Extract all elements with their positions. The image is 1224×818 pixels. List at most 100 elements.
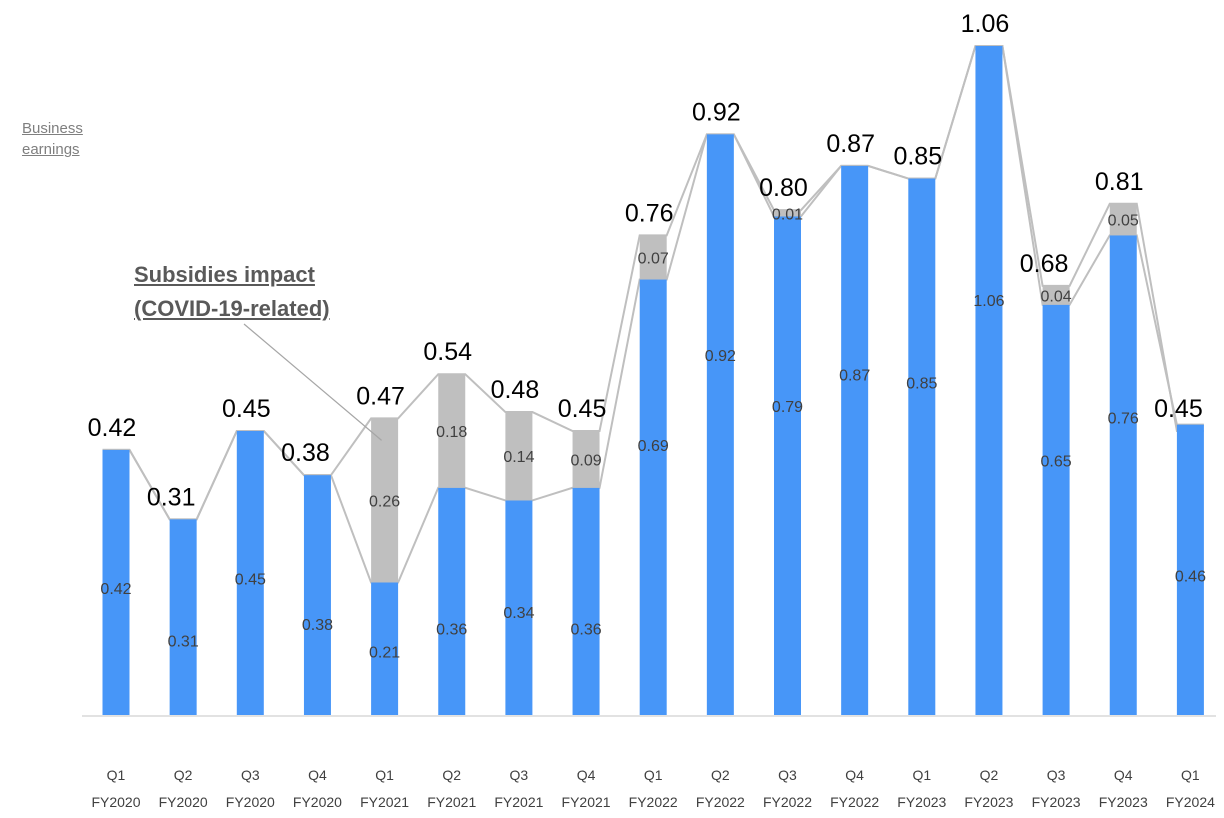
bar-business-2	[236, 430, 264, 715]
total-label-6: 0.48	[491, 376, 540, 404]
value-label-business-16: 0.46	[1175, 569, 1206, 586]
x-tick-quarter-12: Q1	[912, 767, 931, 783]
x-tick-year-6: FY2021	[494, 794, 543, 810]
bar-business-5	[438, 487, 466, 715]
x-tick-quarter-6: Q3	[510, 767, 529, 783]
value-label-subsidy-8: 0.07	[638, 250, 669, 267]
bar-subsidy-10	[774, 210, 801, 217]
total-label-8: 0.76	[625, 199, 674, 227]
value-label-subsidy-7: 0.09	[570, 452, 601, 469]
x-tick-quarter-2: Q3	[241, 767, 260, 783]
value-label-business-5: 0.36	[436, 622, 467, 639]
value-label-subsidy-6: 0.14	[503, 449, 534, 466]
bar-subsidy-7	[572, 430, 600, 488]
total-label-7: 0.45	[558, 395, 607, 423]
bar-business-10	[774, 216, 801, 716]
x-tick-year-8: FY2022	[629, 794, 678, 810]
x-tick-quarter-4: Q1	[375, 767, 394, 783]
value-label-subsidy-5: 0.18	[436, 424, 467, 441]
x-tick-quarter-7: Q4	[577, 767, 596, 783]
x-tick-year-14: FY2023	[1032, 794, 1081, 810]
bar-business-16	[1176, 424, 1204, 715]
bar-subsidy-6	[505, 412, 533, 501]
value-label-subsidy-15: 0.05	[1108, 213, 1139, 230]
total-label-12: 0.85	[893, 143, 942, 171]
bar-business-12	[908, 178, 936, 716]
total-label-14: 0.68	[1020, 250, 1069, 278]
value-label-business-15: 0.76	[1108, 411, 1139, 428]
bar-subsidy-8	[639, 235, 667, 280]
x-tick-quarter-1: Q2	[174, 767, 193, 783]
bar-business-15	[1109, 235, 1137, 715]
x-tick-year-5: FY2021	[427, 794, 476, 810]
bar-subsidy-4	[371, 418, 399, 583]
total-label-5: 0.54	[423, 338, 472, 366]
x-tick-year-11: FY2022	[830, 794, 879, 810]
bar-subsidy-5	[438, 374, 466, 488]
value-label-business-6: 0.34	[503, 605, 534, 622]
x-tick-quarter-8: Q1	[644, 767, 663, 783]
x-tick-year-2: FY2020	[226, 794, 275, 810]
total-label-9: 0.92	[692, 98, 741, 126]
value-label-business-14: 0.65	[1041, 454, 1072, 471]
value-label-business-12: 0.85	[906, 375, 937, 392]
value-label-business-1: 0.31	[168, 634, 199, 651]
value-label-business-10: 0.79	[772, 399, 803, 416]
bars	[102, 46, 1204, 716]
total-label-1: 0.31	[147, 483, 196, 511]
total-label-0: 0.42	[88, 414, 137, 442]
bar-subsidy-15	[1109, 203, 1137, 236]
x-tick-quarter-0: Q1	[107, 767, 126, 783]
legend-business-earnings: Business earnings	[22, 120, 83, 158]
total-label-10: 0.80	[759, 174, 808, 202]
total-label-13: 1.06	[961, 10, 1010, 38]
bar-business-14	[1042, 304, 1070, 715]
value-label-business-7: 0.36	[570, 622, 601, 639]
x-tick-quarter-14: Q3	[1047, 767, 1066, 783]
x-tick-year-1: FY2020	[159, 794, 208, 810]
value-label-business-11: 0.87	[839, 368, 870, 385]
value-label-business-8: 0.69	[638, 438, 669, 455]
total-label-2: 0.45	[222, 395, 271, 423]
bar-business-4	[371, 582, 399, 715]
bar-business-1	[169, 519, 197, 715]
value-label-business-4: 0.21	[369, 644, 400, 661]
value-label-subsidy-4: 0.26	[369, 493, 400, 510]
total-labels: 0.42 0.31 0.45 0.38 0.47 0.54 0.48 0.45 0.76 0.92…	[88, 10, 1203, 511]
value-labels: 0.42 0.31 0.45 0.38 0.21 0.26 0.36 0.18 0.34 0.14…	[100, 206, 1206, 661]
x-tick-year-10: FY2022	[763, 794, 812, 810]
x-tick-quarter-5: Q2	[442, 767, 461, 783]
bar-subsidy-14	[1042, 285, 1070, 305]
bar-business-7	[572, 487, 600, 715]
bar-business-13	[975, 46, 1003, 715]
x-tick-quarter-3: Q4	[308, 767, 327, 783]
x-tick-year-13: FY2023	[964, 794, 1013, 810]
legend-subsidies-impact: Subsidies impact (COVID-19-related)	[134, 262, 330, 321]
subsidy-leader-line	[243, 323, 382, 441]
total-label-4: 0.47	[356, 382, 405, 410]
value-label-business-9: 0.92	[705, 348, 736, 365]
x-tick-year-16: FY2024	[1166, 794, 1215, 810]
x-tick-year-12: FY2023	[897, 794, 946, 810]
x-tick-labels: Q1 FY2020 Q2 FY2020 Q3 FY2020 Q4 FY2020 Q1 FY2021…	[91, 767, 1215, 810]
x-tick-quarter-9: Q2	[711, 767, 730, 783]
bar-business-8	[639, 279, 667, 715]
bar-business-0	[102, 449, 130, 715]
total-label-15: 0.81	[1095, 168, 1144, 196]
bar-business-11	[841, 165, 869, 715]
x-tick-quarter-11: Q4	[845, 767, 864, 783]
x-tick-year-15: FY2023	[1099, 794, 1148, 810]
bar-business-6	[505, 500, 533, 715]
total-label-3: 0.38	[281, 439, 330, 467]
value-label-business-0: 0.42	[100, 581, 131, 598]
value-label-subsidy-14: 0.04	[1041, 288, 1072, 305]
x-tick-year-4: FY2021	[360, 794, 409, 810]
value-label-subsidy-10: 0.01	[772, 206, 803, 223]
total-label-11: 0.87	[826, 130, 875, 158]
x-tick-quarter-10: Q3	[778, 767, 797, 783]
value-label-business-13: 1.06	[973, 293, 1004, 310]
x-tick-quarter-13: Q2	[980, 767, 999, 783]
value-label-business-2: 0.45	[235, 572, 266, 589]
x-tick-year-0: FY2020	[91, 794, 140, 810]
